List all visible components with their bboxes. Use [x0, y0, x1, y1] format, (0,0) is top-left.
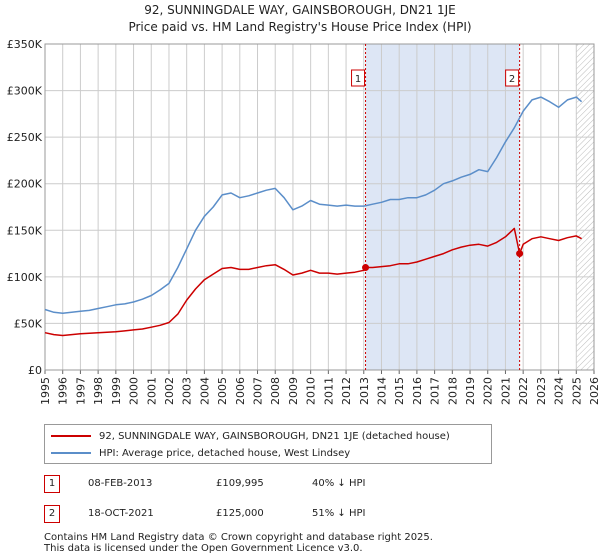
- x-tick-label: 2010: [305, 377, 318, 405]
- sale-date: 18-OCT-2021: [88, 508, 154, 519]
- sale-point: [362, 264, 370, 272]
- x-tick-label: 2026: [588, 377, 600, 405]
- sale-delta: 40% ↓ HPI: [312, 478, 366, 489]
- x-tick-label: 2014: [375, 377, 388, 405]
- sale-point: [516, 250, 524, 258]
- x-tick-label: 2003: [181, 377, 194, 405]
- x-tick-label: 2005: [216, 377, 229, 405]
- legend-item-hpi: HPI: Average price, detached house, West…: [51, 445, 350, 461]
- x-tick-label: 2021: [499, 377, 512, 405]
- plot-border: [44, 43, 595, 371]
- legend-label-property: 92, SUNNINGDALE WAY, GAINSBOROUGH, DN21 …: [99, 430, 450, 442]
- legend-swatch-property: [51, 435, 91, 437]
- x-tick-label: 2020: [482, 377, 495, 405]
- x-tick-label: 1995: [39, 377, 52, 405]
- x-tick-label: 2022: [517, 377, 530, 405]
- sale-price: £125,000: [216, 508, 264, 519]
- x-tick-label: 2017: [429, 377, 442, 405]
- x-tick-label: 2019: [464, 377, 477, 405]
- footer: Contains HM Land Registry data © Crown c…: [44, 532, 433, 554]
- chart-title: 92, SUNNINGDALE WAY, GAINSBOROUGH, DN21 …: [144, 3, 456, 17]
- shaded-range: [365, 44, 520, 370]
- sale-marker: 2: [44, 505, 60, 523]
- y-tick-label: £100K: [7, 271, 43, 284]
- x-tick-label: 2004: [198, 377, 211, 405]
- x-tick-label: 2007: [252, 377, 265, 405]
- x-tick-label: 2001: [145, 377, 158, 405]
- legend: 92, SUNNINGDALE WAY, GAINSBOROUGH, DN21 …: [44, 424, 492, 464]
- annotation-box: [351, 69, 366, 87]
- y-tick-label: £350K: [7, 38, 43, 51]
- sale-marker: 1: [44, 475, 60, 493]
- x-tick-label: 2023: [535, 377, 548, 405]
- x-tick-label: 2024: [553, 377, 566, 405]
- legend-label-hpi: HPI: Average price, detached house, West…: [99, 447, 351, 459]
- x-tick-label: 2011: [322, 377, 335, 405]
- x-tick-label: 2008: [269, 377, 282, 405]
- x-tick-label: 1996: [57, 377, 70, 405]
- y-tick-label: £250K: [7, 131, 43, 144]
- sale-price: £109,995: [216, 478, 264, 489]
- y-tick-label: £150K: [7, 224, 43, 237]
- y-tick-label: £300K: [7, 85, 43, 98]
- y-tick-label: £0: [28, 364, 42, 377]
- x-tick-label: 2006: [234, 377, 247, 405]
- legend-swatch-hpi: [51, 452, 91, 454]
- x-tick-label: 2013: [358, 377, 371, 405]
- legend-item-property: 92, SUNNINGDALE WAY, GAINSBOROUGH, DN21 …: [51, 428, 450, 444]
- price-chart: £0 £50K £100K £150K £200K £250K £300K £350K 1995…: [7, 38, 600, 405]
- annotation-label: 2: [509, 74, 515, 85]
- x-tick-label: 2025: [570, 377, 583, 405]
- x-tick-label: 2009: [287, 377, 300, 405]
- x-tick-label: 1997: [74, 377, 87, 405]
- hatched-projection: [576, 44, 594, 370]
- y-tick-label: £200K: [7, 178, 43, 191]
- sale-delta: 51% ↓ HPI: [312, 508, 366, 519]
- property-price-line: [44, 227, 582, 337]
- y-tick-label: £50K: [14, 317, 43, 330]
- x-tick-label: 1999: [110, 377, 123, 405]
- annotation-label: 1: [355, 74, 361, 85]
- hpi-line: [44, 96, 583, 314]
- x-tick-label: 2018: [446, 377, 459, 405]
- footer-line-1: Contains HM Land Registry data © Crown c…: [44, 532, 433, 543]
- x-tick-label: 2002: [163, 377, 176, 405]
- x-tick-label: 2000: [128, 377, 141, 405]
- chart-subtitle: Price paid vs. HM Land Registry's House …: [128, 20, 472, 34]
- x-tick-label: 2015: [393, 377, 406, 405]
- x-tick-label: 2012: [340, 377, 353, 405]
- x-tick-label: 2016: [411, 377, 424, 405]
- annotation-box: [505, 69, 520, 87]
- sale-date: 08-FEB-2013: [88, 478, 153, 489]
- x-tick-label: 1998: [92, 377, 105, 405]
- footer-line-2: This data is licensed under the Open Gov…: [44, 543, 363, 554]
